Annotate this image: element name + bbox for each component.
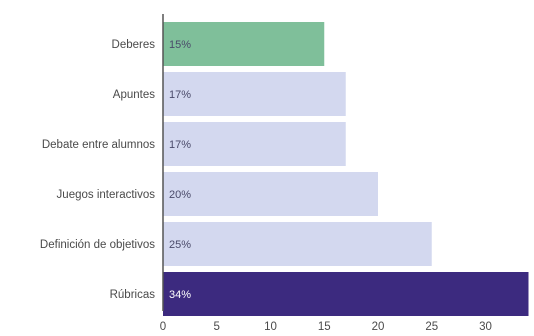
category-label: Definición de objetivos bbox=[40, 239, 155, 251]
category-label: Deberes bbox=[112, 39, 156, 51]
bar bbox=[163, 222, 432, 266]
data-label: 15% bbox=[169, 39, 191, 51]
data-label: 25% bbox=[169, 239, 191, 251]
bar bbox=[163, 172, 378, 216]
category-label: Debate entre alumnos bbox=[42, 139, 155, 151]
x-tick-label: 0 bbox=[160, 321, 166, 333]
x-tick-label: 30 bbox=[479, 321, 492, 333]
bar bbox=[163, 272, 529, 316]
bar bbox=[163, 72, 346, 116]
category-label: Rúbricas bbox=[110, 289, 156, 301]
bar bbox=[163, 22, 325, 66]
bar bbox=[163, 122, 346, 166]
category-label: Juegos interactivos bbox=[57, 189, 156, 201]
x-tick-label: 10 bbox=[264, 321, 277, 333]
x-tick-label: 20 bbox=[372, 321, 385, 333]
data-label: 17% bbox=[169, 89, 191, 101]
x-tick-label: 25 bbox=[425, 321, 438, 333]
data-label: 20% bbox=[169, 189, 191, 201]
data-label: 34% bbox=[169, 289, 191, 301]
data-label: 17% bbox=[169, 139, 191, 151]
x-tick-label: 5 bbox=[214, 321, 220, 333]
x-tick-label: 15 bbox=[318, 321, 331, 333]
category-label: Apuntes bbox=[113, 89, 155, 101]
